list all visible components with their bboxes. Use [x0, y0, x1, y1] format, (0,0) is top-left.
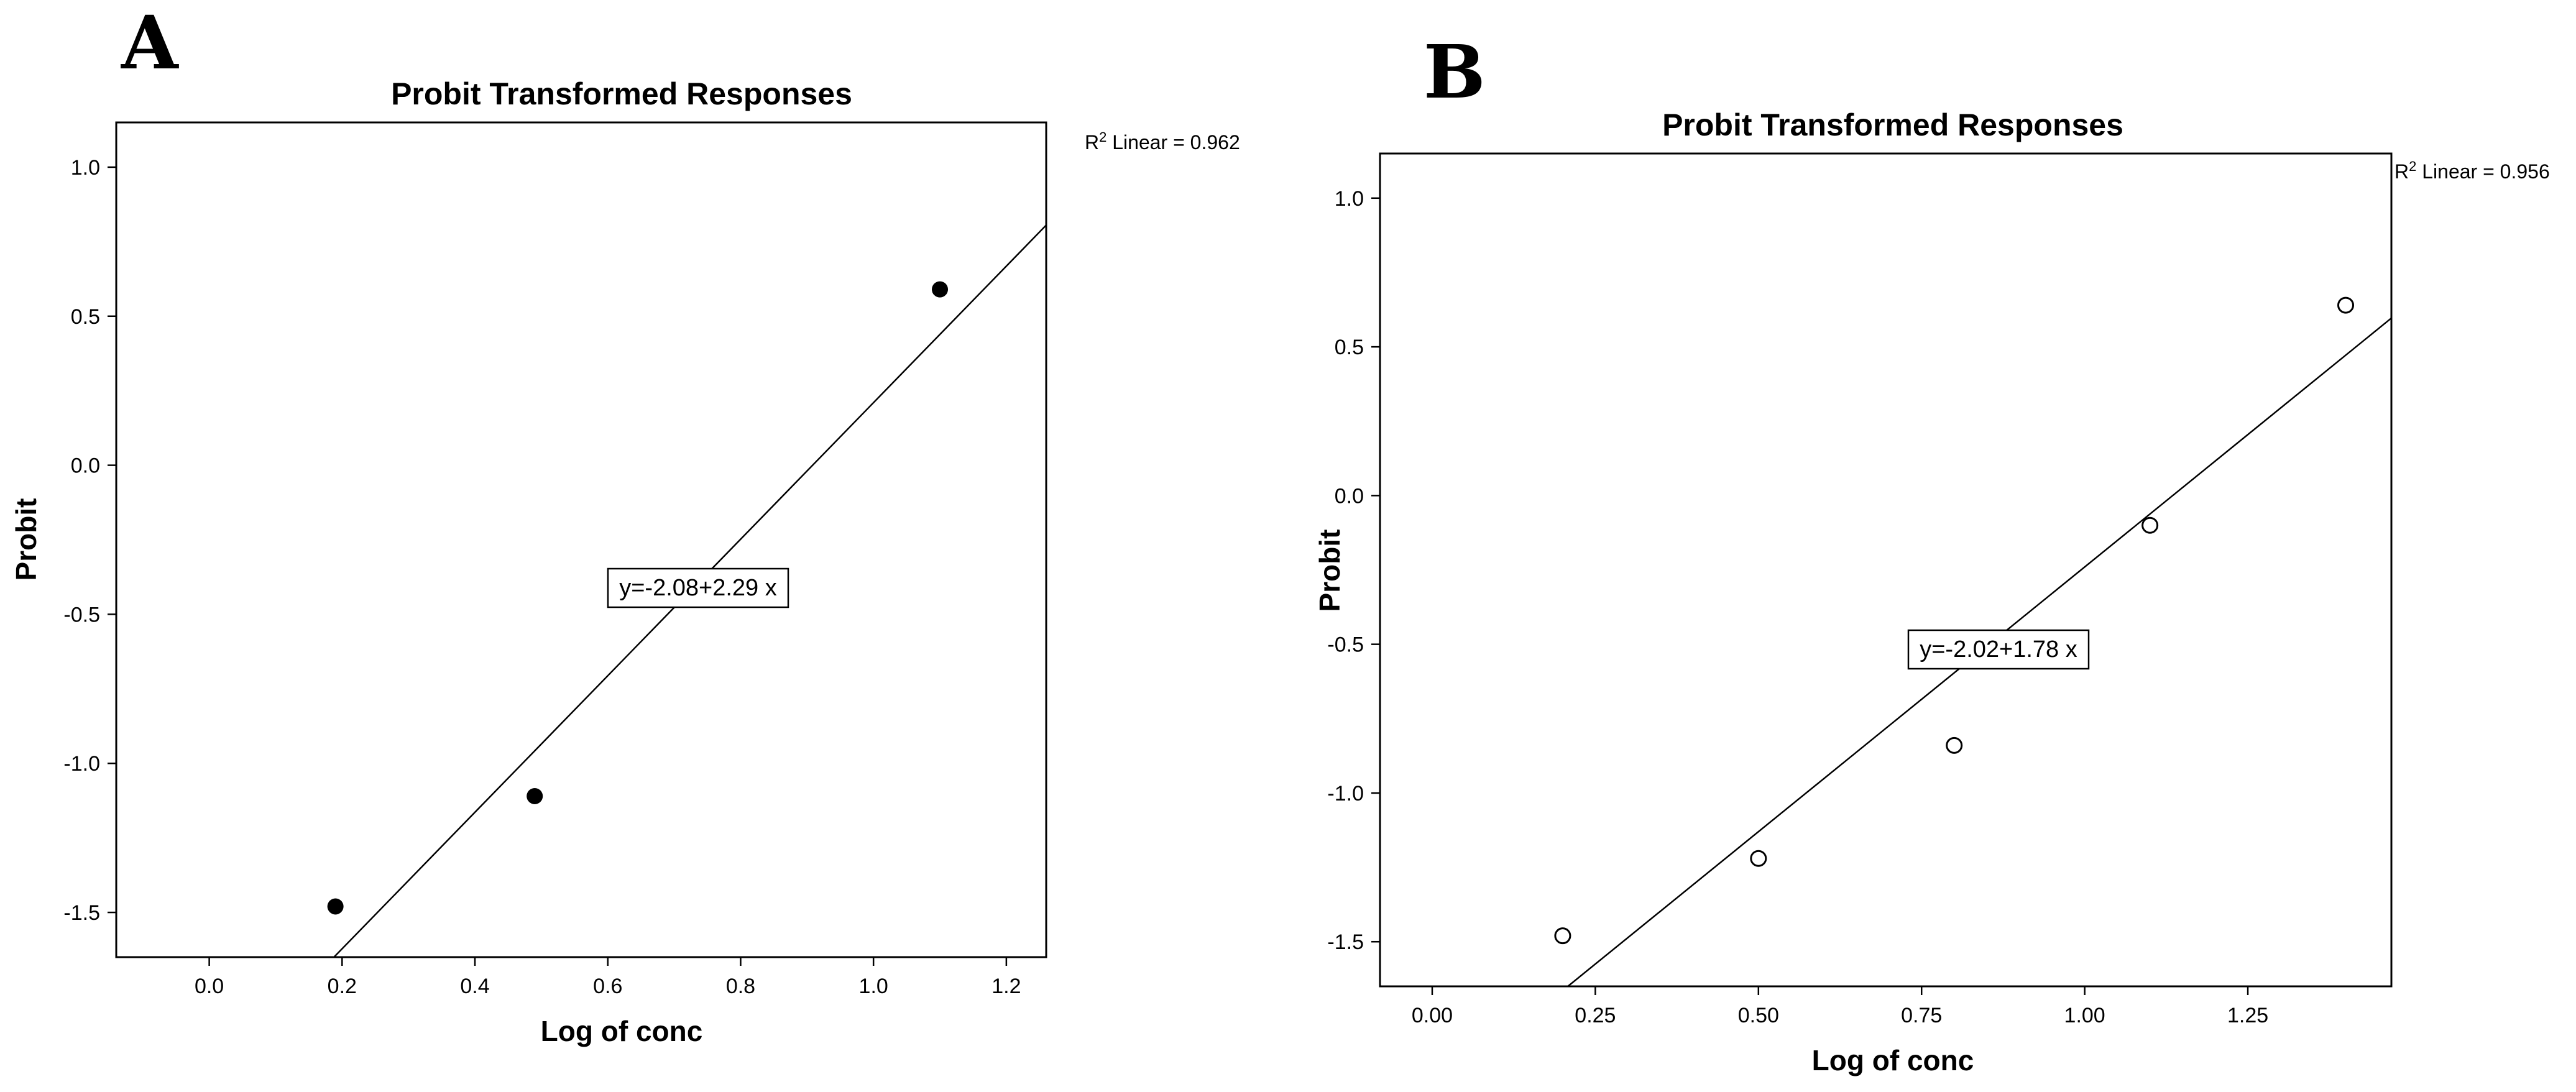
x-tick-label: 0.25 — [1575, 1004, 1616, 1027]
x-tick-label: 0.00 — [1412, 1004, 1453, 1027]
panel-letter-b: B — [1424, 29, 1486, 115]
x-tick-label: 1.2 — [991, 975, 1021, 998]
y-tick-label: 0.0 — [1335, 484, 1364, 508]
data-point — [2141, 516, 2159, 534]
chart-title-a: Probit Transformed Responses — [391, 76, 852, 111]
y-tick-label: -1.0 — [63, 752, 100, 776]
data-point — [1946, 736, 1963, 754]
r2-superscript-b: 2 — [2409, 158, 2416, 174]
y-tick-label: 1.0 — [1335, 187, 1364, 211]
y-tick-label: 0.5 — [1335, 336, 1364, 359]
data-point — [2337, 296, 2355, 314]
equation-frame-b — [1907, 629, 2090, 670]
x-tick-label: 1.0 — [859, 975, 888, 998]
x-tick-label: 0.6 — [593, 975, 622, 998]
y-axis-label-b: Probit — [1313, 530, 1346, 612]
data-point — [1750, 850, 1767, 867]
y-tick-label: -1.0 — [1327, 782, 1364, 805]
x-tick-label: 0.75 — [1901, 1004, 1942, 1027]
plot-area-b — [1379, 152, 2393, 988]
chart-title-b: Probit Transformed Responses — [1662, 108, 2123, 142]
panel-letter-a: A — [121, 0, 179, 86]
r2-value-a: Linear = 0.962 — [1106, 131, 1240, 154]
points-group-b — [1554, 296, 2355, 945]
x-axis-label-b: Log of conc — [1812, 1044, 1974, 1076]
points-group-a — [327, 281, 949, 915]
r2-prefix-b: R — [2394, 160, 2409, 183]
x-tick-label: 0.8 — [726, 975, 755, 998]
equation-frame-a — [607, 567, 789, 608]
tick-group-a: 0.0 0.2 0.4 0.6 0.8 1.0 1.2 1.0 0.5 0.0 -0.5 -1.0 -1… — [63, 156, 1021, 998]
data-point — [527, 787, 543, 804]
r2-label-a: R2 Linear = 0.962 — [1085, 129, 1240, 154]
x-tick-label: 0.4 — [460, 975, 489, 998]
panel-b: B Probit Transformed Responses 0.00 0.25 0… — [1313, 29, 2550, 1076]
r2-prefix-a: R — [1085, 131, 1099, 154]
equation-label-b: y=-2.02+1.78 x — [1920, 636, 2077, 663]
y-axis-label-a: Probit — [10, 498, 42, 581]
data-point — [932, 281, 949, 298]
x-tick-label: 0.50 — [1738, 1004, 1779, 1027]
equation-box-b: y=-2.02+1.78 x — [1907, 629, 2090, 670]
r2-label-b: R2 Linear = 0.956 — [2394, 158, 2550, 183]
data-point — [1554, 927, 1571, 945]
x-tick-label: 0.0 — [195, 975, 224, 998]
y-tick-label: -0.5 — [1327, 633, 1364, 657]
r2-superscript-a: 2 — [1099, 129, 1106, 145]
x-tick-label: 1.25 — [2227, 1004, 2268, 1027]
tick-group-b: 0.00 0.25 0.50 0.75 1.00 1.25 1.0 0.5 0.0 -0.5 -1.… — [1327, 187, 2268, 1027]
x-axis-label-a: Log of conc — [541, 1015, 703, 1047]
equation-box-a: y=-2.08+2.29 x — [607, 567, 789, 608]
y-tick-label: 1.0 — [71, 156, 100, 180]
plot-area-a — [115, 121, 1047, 958]
y-tick-label: -0.5 — [63, 603, 100, 626]
x-tick-label: 1.00 — [2064, 1004, 2105, 1027]
y-tick-label: -1.5 — [1327, 930, 1364, 954]
y-tick-label: 0.5 — [71, 305, 100, 329]
panel-a: A Probit Transformed Responses 0.0 0.2 0.4… — [10, 0, 1240, 1047]
r2-value-b: Linear = 0.956 — [2416, 160, 2549, 183]
data-point — [327, 898, 344, 915]
y-tick-label: 0.0 — [71, 454, 100, 478]
y-tick-label: -1.5 — [63, 901, 100, 925]
x-tick-label: 0.2 — [328, 975, 357, 998]
equation-label-a: y=-2.08+2.29 x — [619, 575, 777, 601]
